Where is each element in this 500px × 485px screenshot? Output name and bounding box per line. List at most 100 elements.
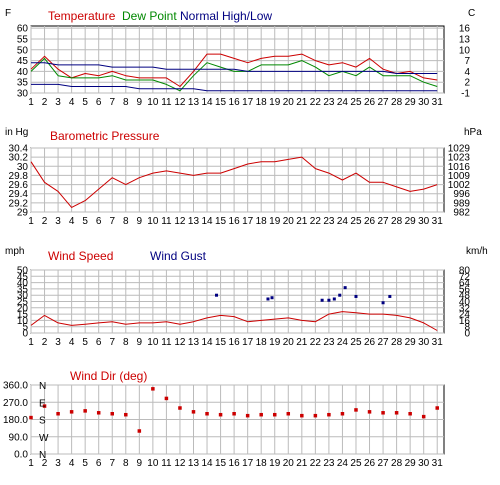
grid [30,269,444,334]
x-tick-label: 30 [418,97,430,108]
x-tick-label: 7 [109,216,115,227]
x-tick-label: 22 [310,97,322,108]
data-point [56,412,60,416]
x-tick-label: 19 [269,458,281,469]
data-point [381,301,385,305]
data-point [338,293,342,297]
right-tick-label: 56 [459,284,471,295]
data-point [327,412,331,417]
data-point [69,410,74,414]
x-tick-label: 15 [215,216,227,227]
compass-label: N [39,450,46,461]
data-point [205,412,209,416]
right-tick-label: 1016 [448,162,471,173]
y-tick-label: 20 [17,303,29,314]
x-tick-label: 16 [229,97,241,108]
x-tick-label: 31 [432,337,444,348]
y-tick-label: 0 [22,329,28,340]
right-tick-label: 10 [459,45,471,56]
data-point [354,408,358,412]
x-tick-label: 2 [42,216,48,227]
y-tick-label: 30.2 [9,153,29,164]
x-tick-label: 26 [364,216,376,227]
x-tick-label: 28 [391,337,403,348]
x-tick-label: 13 [188,337,200,348]
data-point [435,406,439,410]
x-tick-label: 9 [137,337,143,348]
series-normal-low-line [31,83,438,92]
x-tick-label: 27 [378,337,390,348]
x-tick-label: 21 [296,337,308,348]
x-tick-label: 26 [364,97,376,108]
x-tick-label: 17 [242,97,254,108]
right-unit-label: hPa [464,127,482,138]
series-layer [30,53,438,92]
y-tick-label: 40 [17,278,29,289]
series-layer [30,156,438,208]
x-tick-label: 1 [28,458,34,469]
data-point [332,297,336,301]
data-point [245,413,250,418]
x-tick-label: 12 [174,216,186,227]
y-tick-label: 35 [17,78,29,89]
x-tick-label: 31 [432,458,444,469]
y-tick-label: 50 [17,266,29,277]
data-point [164,396,169,401]
legend-wind-direction: Wind Dir (deg) [70,369,147,383]
x-tick-label: 27 [378,458,390,469]
x-tick-label: 24 [337,216,349,227]
data-point [381,411,385,415]
data-point [327,298,331,302]
right-tick-label: 1023 [448,153,471,164]
x-tick-label: 18 [256,458,268,469]
x-tick-label: 12 [174,337,186,348]
x-tick-label: 5 [82,458,88,469]
x-tick-label: 5 [82,97,88,108]
x-tick-label: 20 [283,337,295,348]
x-tick-label: 16 [229,337,241,348]
y-tick-label: 45 [17,272,29,283]
x-tick-label: 14 [201,337,213,348]
x-tick-label: 6 [96,97,102,108]
x-tick-label: 27 [378,97,390,108]
y-tick-label: 25 [17,297,29,308]
legend-dew-point: Dew Point [122,9,177,23]
series-dew-point-line [30,57,438,92]
right-unit-label: C [468,8,475,19]
x-tick-label: 5 [82,337,88,348]
right-unit-label: km/h [466,246,488,257]
x-tick-label: 23 [323,216,335,227]
x-tick-label: 1 [28,337,34,348]
series-layer [30,286,438,331]
data-point [83,409,87,413]
x-tick-label: 9 [137,458,143,469]
left-unit-label: F [5,8,11,19]
legend-temperature: Temperature [48,9,116,23]
data-point [96,411,101,415]
x-tick-label: 19 [269,337,281,348]
data-point [313,413,318,418]
data-point [178,406,182,410]
y-tick-label: 60 [17,24,29,35]
right-tick-label: 2 [464,78,470,89]
x-tick-label: 7 [109,337,115,348]
x-tick-label: 11 [161,337,172,348]
x-tick-label: 2 [42,97,48,108]
x-tick-label: 15 [215,458,227,469]
y-tick-label: 29.8 [9,171,29,182]
right-tick-label: 0 [464,329,470,340]
y-tick-label: 29.4 [9,189,29,200]
series-normal-high-low-line [31,62,438,74]
right-tick-label: 1002 [448,180,471,191]
x-tick-label: 9 [137,97,143,108]
series-layer [29,387,439,433]
x-tick-label: 26 [364,458,376,469]
data-point [42,404,47,408]
x-tick-label: 27 [378,216,390,227]
data-point [354,294,358,298]
x-tick-label: 24 [337,458,349,469]
